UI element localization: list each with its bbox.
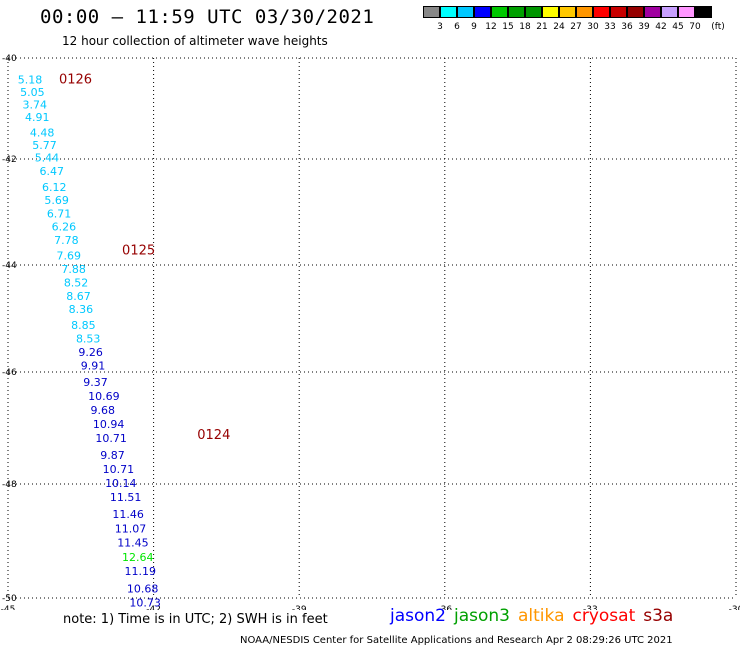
- wave-height-value: 10.69: [88, 390, 120, 403]
- wave-height-value: 10.14: [105, 477, 137, 490]
- time-label: 0124: [197, 428, 230, 443]
- wave-height-value: 5.77: [32, 139, 57, 152]
- wave-height-value: 6.71: [47, 207, 72, 220]
- legend-swatch: [542, 6, 559, 18]
- legend-label: 70: [689, 22, 701, 32]
- legend-label: 24: [553, 22, 565, 32]
- wave-height-value: 9.68: [91, 404, 116, 417]
- credit-text: NOAA/NESDIS Center for Satellite Applica…: [240, 635, 673, 646]
- legend-swatch: [491, 6, 508, 18]
- wave-height-value: 11.07: [115, 522, 147, 535]
- time-label: 0126: [59, 72, 92, 87]
- legend-label: 36: [621, 22, 633, 32]
- wave-height-value: 7.69: [57, 250, 82, 263]
- wave-height-value: 9.91: [81, 359, 106, 372]
- wave-height-value: 6.26: [52, 221, 77, 234]
- wave-height-value: 12.64: [122, 551, 154, 564]
- wave-height-value: 6.47: [40, 165, 64, 178]
- legend-label: 18: [519, 22, 531, 32]
- legend-swatch: [474, 6, 491, 18]
- legend-swatch: [559, 6, 576, 18]
- wave-height-value: 10.94: [93, 418, 125, 431]
- altimeter-plot: -45 -42 -39 -36 -33 -30 -40 -42 -44 -46 -48 -50 5.18…: [1, 54, 740, 610]
- y-tick-label: -42: [2, 155, 17, 165]
- wave-height-value: 10.73: [129, 597, 161, 610]
- legend-label: 30: [587, 22, 599, 32]
- legend-label: 6: [454, 22, 460, 32]
- wave-height-value: 3.74: [23, 99, 47, 112]
- legend-label: 3: [437, 22, 443, 32]
- legend-label: 9: [471, 22, 477, 32]
- legend-swatch: [423, 6, 440, 18]
- wave-height-value: 5.05: [20, 86, 44, 99]
- wave-height-value: 8.67: [66, 290, 91, 303]
- x-tick-label: -39: [292, 605, 307, 610]
- x-tick-label: -45: [1, 605, 16, 610]
- note-text: note: 1) Time is in UTC; 2) SWH is in fe…: [63, 612, 328, 627]
- chart-title: 00:00 – 11:59 UTC 03/30/2021: [40, 6, 375, 28]
- legend-label: 27: [570, 22, 582, 32]
- legend-swatch: [457, 6, 474, 18]
- satellite-legend: jason2 jason3 altika cryosat s3a: [390, 606, 681, 626]
- wave-height-value: 10.71: [103, 463, 135, 476]
- legend-swatch: [508, 6, 525, 18]
- wave-height-value: 4.48: [30, 126, 55, 139]
- wave-height-value: 5.69: [44, 194, 69, 207]
- legend-swatch: [695, 6, 712, 18]
- legend-swatch: [593, 6, 610, 18]
- legend-swatch: [627, 6, 644, 18]
- wave-height-value: 9.37: [83, 376, 108, 389]
- chart-subtitle: 12 hour collection of altimeter wave hei…: [62, 34, 328, 48]
- wave-height-value: 10.68: [127, 582, 159, 595]
- y-tick-label: -40: [2, 54, 17, 64]
- wave-height-value: 6.12: [42, 181, 66, 194]
- y-tick-label: -46: [2, 368, 17, 378]
- legend-swatch: [525, 6, 542, 18]
- wave-height-value: 11.51: [110, 491, 142, 504]
- wave-height-value: 10.71: [95, 432, 127, 445]
- legend-label: 15: [502, 22, 514, 32]
- y-tick-label: -50: [2, 594, 17, 604]
- time-label: 0125: [122, 243, 155, 258]
- wave-height-value: 11.45: [117, 537, 149, 550]
- legend-swatch: [661, 6, 678, 18]
- legend-swatch: [644, 6, 661, 18]
- x-tick-label: -36: [437, 605, 452, 610]
- legend-label: 12: [485, 22, 497, 32]
- x-tick-label: -42: [146, 605, 161, 610]
- wave-height-value: 8.36: [69, 303, 94, 316]
- satellite-label: jason3: [454, 606, 510, 626]
- legend-label: 45: [672, 22, 684, 32]
- wave-height-value: 8.85: [71, 319, 96, 332]
- wave-height-value: 5.18: [18, 73, 42, 86]
- wave-height-value: 9.87: [100, 449, 125, 462]
- legend-label: 39: [638, 22, 650, 32]
- wave-height-value: 9.26: [78, 346, 103, 359]
- legend-label: 42: [655, 22, 667, 32]
- y-tick-label: -48: [2, 480, 17, 490]
- satellite-label: altika: [518, 606, 565, 626]
- legend-unit: (ft): [711, 22, 725, 32]
- x-tick-label: -30: [729, 605, 740, 610]
- legend-swatch: [678, 6, 695, 18]
- wave-height-value: 5.44: [35, 152, 60, 165]
- legend-swatch: [610, 6, 627, 18]
- legend-label: 21: [536, 22, 548, 32]
- satellite-label: s3a: [643, 606, 674, 626]
- wave-height-value: 7.78: [54, 234, 79, 247]
- legend-label: 33: [604, 22, 616, 32]
- wave-height-value: 4.91: [25, 111, 49, 124]
- wave-height-value: 7.88: [61, 263, 86, 276]
- x-tick-label: -33: [583, 605, 598, 610]
- legend-swatch: [440, 6, 457, 18]
- wave-height-value: 8.53: [76, 333, 101, 346]
- satellite-label: cryosat: [572, 606, 636, 626]
- y-tick-label: -44: [2, 261, 17, 271]
- wave-height-value: 8.52: [64, 276, 89, 289]
- satellite-label: jason2: [390, 606, 446, 626]
- wave-height-value: 11.46: [112, 508, 144, 521]
- legend-swatch: [576, 6, 593, 18]
- wave-height-value: 11.19: [124, 565, 156, 578]
